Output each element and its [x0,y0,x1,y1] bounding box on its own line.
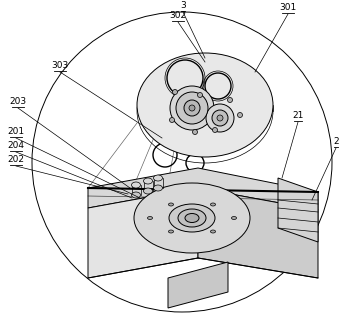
Circle shape [206,104,234,132]
Circle shape [227,98,232,102]
Text: 204: 204 [8,141,25,150]
Circle shape [217,115,223,121]
Ellipse shape [169,204,215,232]
Ellipse shape [131,192,140,198]
Ellipse shape [148,216,152,219]
Polygon shape [198,188,318,278]
Text: 303: 303 [51,61,69,70]
Circle shape [189,105,195,111]
Ellipse shape [210,230,216,233]
Circle shape [176,92,208,124]
Text: 302: 302 [169,11,187,20]
Circle shape [173,89,178,95]
Circle shape [197,92,203,98]
Text: 301: 301 [279,3,297,12]
Ellipse shape [231,216,236,219]
Circle shape [170,118,174,122]
Polygon shape [88,188,198,278]
Text: 201: 201 [8,127,25,136]
Circle shape [213,128,217,133]
Text: 21: 21 [292,111,304,120]
Ellipse shape [137,53,273,157]
Polygon shape [278,178,318,242]
Ellipse shape [210,203,216,206]
Circle shape [212,110,228,126]
Ellipse shape [178,209,206,227]
Circle shape [184,100,200,116]
Polygon shape [168,262,228,308]
Ellipse shape [169,203,174,206]
Text: 3: 3 [180,1,186,10]
Text: 203: 203 [9,97,27,106]
Ellipse shape [144,178,152,184]
Ellipse shape [144,188,152,194]
Ellipse shape [185,214,199,223]
Text: 202: 202 [8,155,25,164]
Ellipse shape [134,183,250,253]
Ellipse shape [153,185,162,191]
Polygon shape [88,168,318,210]
Ellipse shape [131,182,140,188]
Circle shape [192,130,197,134]
Text: 2: 2 [333,137,339,146]
Ellipse shape [153,175,162,181]
Ellipse shape [169,230,174,233]
Circle shape [170,86,214,130]
Circle shape [238,112,243,118]
